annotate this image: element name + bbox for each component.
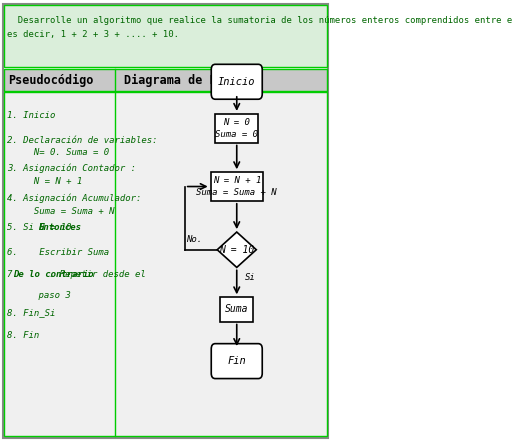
FancyBboxPatch shape <box>4 5 327 67</box>
Polygon shape <box>217 232 257 267</box>
Text: Suma: Suma <box>225 305 248 314</box>
Text: 2. Declaración de variables:
     N= 0. Suma = 0: 2. Declaración de variables: N= 0. Suma … <box>7 136 158 157</box>
Text: De lo contrario: De lo contrario <box>13 270 94 278</box>
Text: 7.: 7. <box>7 270 24 278</box>
Text: 6.    Escribir Suma: 6. Escribir Suma <box>7 248 110 256</box>
Text: Entonces: Entonces <box>38 223 81 232</box>
Bar <box>220 297 253 322</box>
Text: Fin: Fin <box>227 356 246 366</box>
Text: . Repetir desde el: . Repetir desde el <box>49 270 145 278</box>
Text: N = 0
Suma = 0: N = 0 Suma = 0 <box>215 118 258 139</box>
FancyBboxPatch shape <box>3 4 329 438</box>
Text: Inicio: Inicio <box>218 77 255 87</box>
FancyBboxPatch shape <box>4 92 327 436</box>
Text: 1. Inicio: 1. Inicio <box>7 111 56 120</box>
FancyBboxPatch shape <box>211 344 262 378</box>
Text: Diagrama de Flujo: Diagrama de Flujo <box>124 73 245 87</box>
Text: 3. Asignación Contador :
     N = N + 1: 3. Asignación Contador : N = N + 1 <box>7 164 136 186</box>
Text: No.: No. <box>186 235 203 244</box>
Text: N = N + 1
Suma = Suma + N: N = N + 1 Suma = Suma + N <box>197 176 277 197</box>
Bar <box>215 114 258 142</box>
Text: Si: Si <box>245 273 256 282</box>
Text: 4. Asignación Acumulador:
     Suma = Suma + N: 4. Asignación Acumulador: Suma = Suma + … <box>7 194 142 216</box>
Text: Desarrolle un algoritmo que realice la sumatoria de los números enteros comprend: Desarrolle un algoritmo que realice la s… <box>7 16 512 38</box>
Text: Pseudocódigo: Pseudocódigo <box>8 73 94 87</box>
Bar <box>210 172 263 201</box>
Text: 5. Si N = 10: 5. Si N = 10 <box>7 223 77 232</box>
Text: 8. Fin: 8. Fin <box>7 331 39 339</box>
Text: paso 3: paso 3 <box>16 291 70 300</box>
Text: 8. Fin_Si: 8. Fin_Si <box>7 309 56 317</box>
FancyBboxPatch shape <box>211 64 262 99</box>
Text: N = 10: N = 10 <box>219 245 254 255</box>
FancyBboxPatch shape <box>4 69 327 91</box>
